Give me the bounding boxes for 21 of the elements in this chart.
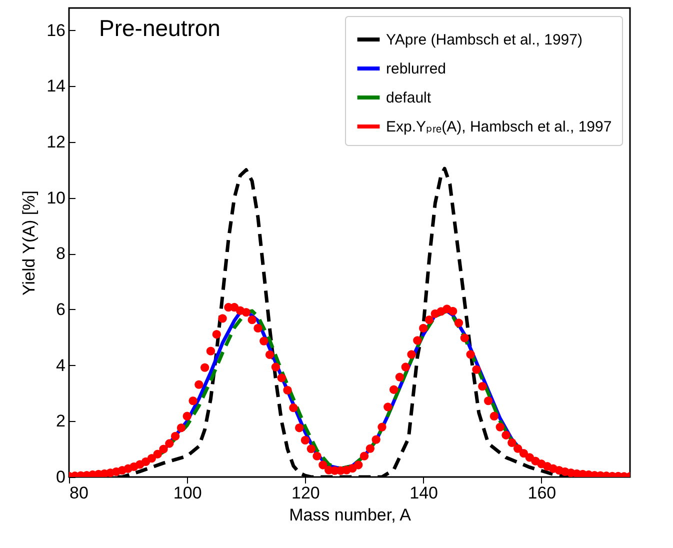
annotation: Pre-neutron	[99, 15, 220, 41]
x-tick-label: 80	[70, 484, 88, 502]
y-tick-label: 12	[46, 132, 66, 152]
x-tick-label: 120	[292, 484, 320, 502]
y-tick-label: 8	[56, 244, 66, 264]
x-tick-label: 160	[528, 484, 556, 502]
legend-label: reblurred	[386, 60, 446, 78]
y-tick-label: 10	[46, 188, 66, 208]
y-tick-label: 6	[56, 300, 66, 319]
x-axis-title: Mass number, A	[289, 506, 412, 524]
y-axis-title: Yield Y(A) [%]	[20, 190, 39, 296]
legend-label: YApre (Hambsch et al., 1997)	[386, 32, 582, 48]
legend-label: default	[386, 90, 432, 106]
legend-label: Exp.Yₚᵣₑ(A), Hambsch et al., 1997	[386, 118, 612, 136]
x-tick-label: 100	[173, 484, 202, 502]
y-tick-label: 0	[56, 468, 66, 486]
y-tick-label: 4	[56, 356, 66, 375]
y-tick-label: 16	[46, 20, 66, 40]
x-tick-label: 140	[410, 484, 438, 502]
y-tick-label: 2	[56, 412, 66, 431]
y-tick-label: 14	[46, 76, 66, 96]
